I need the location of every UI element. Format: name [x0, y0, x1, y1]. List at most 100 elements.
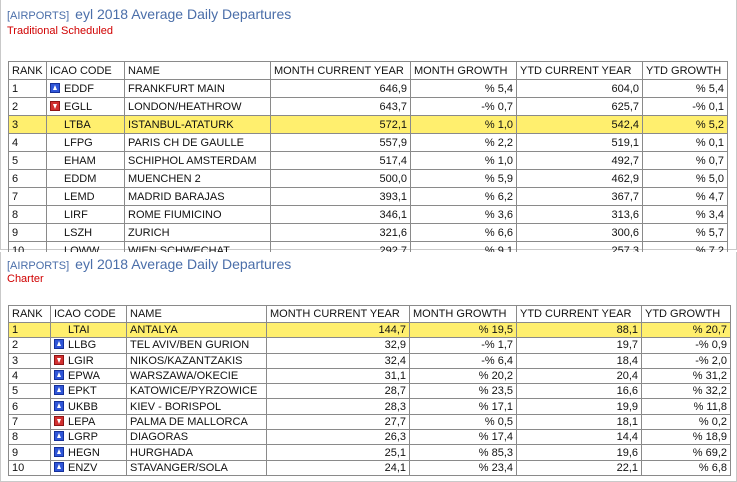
ytd-growth-cell: % 4,7	[642, 187, 728, 206]
table-row: 8 LIRF ROME FIUMICINO 346,1 % 3,6 313,6 % 3,4	[8, 205, 728, 224]
icao-text: LSZH	[64, 226, 93, 239]
airport-name-cell-text: MADRID BARAJAS	[128, 190, 225, 203]
month-growth-cell-text: % 2,2	[484, 136, 513, 149]
ytd-growth-cell-text: % 18,9	[692, 431, 727, 444]
icao-cell: LGIR	[50, 352, 127, 369]
ytd-growth-cell: % 5,2	[642, 115, 728, 134]
month-current-cell-text: 393,1	[379, 190, 407, 203]
icao-cell: ENZV	[50, 459, 127, 476]
ytd-growth-cell-text: % 5,4	[695, 82, 724, 95]
ytd-current-cell: 18,1	[516, 413, 642, 431]
airport-name-cell: MADRID BARAJAS	[124, 187, 271, 206]
month-growth-cell-text: % 6,6	[484, 226, 513, 239]
month-current-cell-text: 643,7	[379, 100, 407, 113]
airport-name-cell-text: STAVANGER/SOLA	[130, 461, 228, 474]
ytd-growth-cell-text: % 69,2	[692, 446, 727, 459]
month-growth-cell-text: % 1,0	[484, 154, 513, 167]
ytd-growth-cell: % 0,2	[641, 413, 731, 431]
ytd-growth-cell: % 0,7	[642, 151, 728, 170]
ytd-growth-cell-text: -% 0,9	[695, 339, 727, 352]
month-current-cell: 346,1	[270, 205, 411, 224]
rank-cell-text: 1	[12, 324, 19, 337]
month-current-cell-text: 32,9	[384, 339, 406, 352]
airport-name-cell-text: MUENCHEN 2	[128, 172, 201, 185]
icao-cell: LGRP	[50, 429, 127, 446]
month-current-cell-text: 557,9	[379, 136, 407, 149]
rank-cell: 8	[8, 429, 51, 446]
ytd-current-cell: 492,7	[516, 151, 643, 170]
ytd-current-cell: 19,9	[516, 398, 642, 415]
airport-name-cell-text: SCHIPHOL AMSTERDAM	[128, 154, 257, 167]
month-current-cell-text: 500,0	[379, 172, 407, 185]
icao-text: ENZV	[68, 461, 98, 474]
icao-text: LGIR	[68, 354, 94, 367]
icon-placeholder	[50, 191, 60, 201]
month-current-cell: 572,1	[270, 115, 411, 134]
ytd-growth-cell-text: % 32,2	[692, 385, 727, 398]
column-header: MONTH GROWTH	[410, 61, 517, 80]
rank-cell-text: 6	[12, 172, 19, 185]
icao-text: EDDM	[64, 172, 97, 185]
rank-cell: 2	[8, 97, 47, 116]
month-growth-cell-text: % 0,5	[484, 415, 513, 428]
airport-name-cell: ANTALYA	[126, 321, 267, 339]
airport-name-cell-text: HURGHADA	[130, 446, 193, 459]
month-current-cell-text: 346,1	[379, 208, 407, 221]
icao-cell: HEGN	[50, 444, 127, 461]
month-growth-cell: % 23,4	[409, 459, 517, 476]
ytd-growth-cell: % 6,8	[641, 459, 731, 476]
icon-placeholder	[50, 173, 60, 183]
column-header: ICAO CODE	[46, 61, 125, 80]
rank-cell-text: 7	[12, 190, 19, 203]
month-current-cell: 393,1	[270, 187, 411, 206]
table-row: 7 LEMD MADRID BARAJAS 393,1 % 6,2 367,7 % 4,7	[8, 187, 728, 206]
airport-name-cell: MUENCHEN 2	[124, 169, 271, 188]
rank-cell: 6	[8, 398, 51, 415]
table-row: 7 LEPA PALMA DE MALLORCA 27,7 % 0,5 18,1 % 0,2	[8, 413, 731, 431]
month-growth-cell: % 17,4	[409, 429, 517, 446]
month-growth-cell-text: % 17,4	[478, 431, 513, 444]
rank-cell-text: 2	[12, 100, 19, 113]
column-header: YTD GROWTH	[642, 61, 728, 80]
ytd-growth-cell-text: % 11,8	[693, 400, 727, 413]
icon-placeholder	[50, 227, 60, 237]
ytd-growth-cell: % 5,0	[642, 169, 728, 188]
column-header: NAME	[124, 61, 271, 80]
icao-text: LTBA	[64, 118, 91, 131]
ytd-current-cell: 19,6	[516, 444, 642, 461]
scheduled-table: RANK ICAO CODE NAME MONTH CURRENT YEAR MONTH…	[8, 61, 728, 260]
ytd-current-cell: 14,4	[516, 429, 642, 446]
scheduled-tag: [AIRPORTS]	[7, 10, 70, 22]
airport-name-cell-text: ISTANBUL-ATATURK	[128, 118, 234, 131]
icon-placeholder	[50, 119, 60, 129]
month-current-cell-text: 517,4	[379, 154, 407, 167]
month-growth-cell-text: % 5,4	[484, 82, 513, 95]
ytd-current-cell: 519,1	[516, 133, 643, 152]
ytd-growth-cell: % 20,7	[641, 321, 731, 339]
scheduled-header: [AIRPORTS] eyl 2018 Average Daily Departu…	[7, 6, 291, 24]
month-current-cell: 643,7	[270, 97, 411, 116]
airport-name-cell-text: KIEV - BORISPOL	[130, 400, 222, 413]
month-growth-cell-text: -% 1,7	[481, 339, 513, 352]
rank-cell-text: 8	[12, 431, 19, 444]
icao-cell: UKBB	[50, 398, 127, 415]
column-header: ICAO CODE	[50, 305, 127, 323]
up-arrow-icon	[54, 400, 64, 411]
ytd-growth-cell: % 31,2	[641, 367, 731, 385]
scheduled-subtitle: Traditional Scheduled	[7, 25, 113, 37]
up-arrow-icon	[54, 385, 64, 396]
up-arrow-icon	[54, 370, 64, 381]
month-current-cell-text: 25,1	[384, 446, 406, 459]
rank-cell: 4	[8, 133, 47, 152]
icao-cell: LEPA	[50, 413, 127, 431]
month-current-cell-text: 144,7	[378, 324, 406, 337]
month-growth-cell-text: % 85,3	[478, 446, 513, 459]
column-header: YTD GROWTH	[641, 305, 731, 323]
rank-cell-text: 1	[12, 82, 19, 95]
ytd-growth-cell: % 18,9	[641, 429, 731, 446]
month-growth-cell-text: % 23,4	[478, 461, 513, 474]
airport-name-cell-text: PARIS CH DE GAULLE	[128, 136, 244, 149]
table-row: 6 EDDM MUENCHEN 2 500,0 % 5,9 462,9 % 5,0	[8, 169, 728, 188]
rank-cell: 10	[8, 459, 51, 476]
icao-text: LGRP	[68, 431, 98, 444]
